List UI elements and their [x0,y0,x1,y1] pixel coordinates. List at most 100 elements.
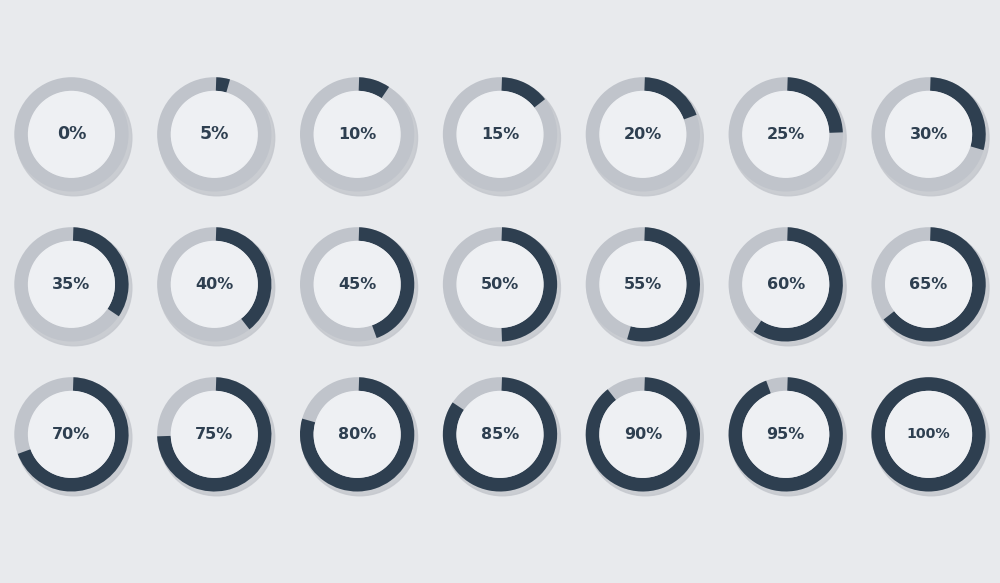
Wedge shape [157,377,271,491]
Wedge shape [754,227,843,342]
Text: 30%: 30% [909,127,948,142]
Circle shape [457,392,543,477]
Circle shape [600,241,686,327]
Wedge shape [216,78,230,93]
Circle shape [873,230,989,346]
Circle shape [445,80,560,196]
Circle shape [873,80,989,196]
Wedge shape [157,377,271,491]
Wedge shape [14,227,129,342]
Text: 70%: 70% [52,427,91,442]
Circle shape [873,380,989,496]
Circle shape [886,241,971,327]
Wedge shape [871,377,986,491]
Circle shape [29,392,114,477]
Circle shape [730,230,846,346]
Text: 0%: 0% [57,125,86,143]
Wedge shape [73,227,129,317]
Wedge shape [644,78,697,120]
Wedge shape [586,377,700,491]
Circle shape [743,92,829,177]
Circle shape [16,380,132,496]
Wedge shape [729,377,843,491]
Wedge shape [871,77,986,191]
Wedge shape [627,227,700,342]
Wedge shape [729,227,843,342]
Wedge shape [871,227,986,342]
Wedge shape [443,377,557,491]
Text: 85%: 85% [481,427,519,442]
Wedge shape [443,377,557,491]
Circle shape [886,392,971,477]
Wedge shape [14,377,129,491]
Circle shape [457,92,543,177]
Circle shape [16,230,132,346]
Text: 55%: 55% [624,277,662,292]
Wedge shape [18,377,129,491]
Wedge shape [502,78,545,107]
Wedge shape [14,77,129,191]
Circle shape [588,80,703,196]
Circle shape [314,241,400,327]
Circle shape [159,80,275,196]
Text: 35%: 35% [52,277,91,292]
Text: 75%: 75% [195,427,233,442]
Circle shape [159,230,275,346]
Text: 95%: 95% [767,427,805,442]
Circle shape [445,380,560,496]
Text: 10%: 10% [338,127,376,142]
Wedge shape [787,78,843,133]
Text: 45%: 45% [338,277,376,292]
Circle shape [730,80,846,196]
Text: 60%: 60% [767,277,805,292]
Wedge shape [502,227,557,342]
Circle shape [314,92,400,177]
Text: 90%: 90% [624,427,662,442]
Circle shape [171,392,257,477]
Text: 20%: 20% [624,127,662,142]
Circle shape [600,92,686,177]
Text: 100%: 100% [907,427,950,441]
Wedge shape [729,77,843,191]
Circle shape [457,241,543,327]
Wedge shape [443,227,557,342]
Wedge shape [157,77,271,191]
Circle shape [600,392,686,477]
Circle shape [588,380,703,496]
Text: 25%: 25% [767,127,805,142]
Circle shape [743,392,829,477]
Text: 80%: 80% [338,427,376,442]
Circle shape [302,380,418,496]
Circle shape [29,92,114,177]
Circle shape [16,80,132,196]
Circle shape [171,92,257,177]
Circle shape [159,380,275,496]
Wedge shape [157,227,271,342]
Circle shape [886,92,971,177]
Wedge shape [930,78,986,150]
Wedge shape [586,377,700,491]
Circle shape [588,230,703,346]
Wedge shape [586,227,700,342]
Circle shape [171,241,257,327]
Wedge shape [871,377,986,491]
Wedge shape [443,77,557,191]
Wedge shape [300,227,414,342]
Text: 5%: 5% [200,125,229,143]
Wedge shape [884,227,986,342]
Wedge shape [300,77,414,191]
Circle shape [743,241,829,327]
Circle shape [302,230,418,346]
Text: 40%: 40% [195,277,233,292]
Circle shape [314,392,400,477]
Wedge shape [216,227,271,329]
Text: 50%: 50% [481,277,519,292]
Wedge shape [359,78,389,98]
Circle shape [302,80,418,196]
Wedge shape [359,227,414,338]
Text: 65%: 65% [909,277,948,292]
Circle shape [445,230,560,346]
Wedge shape [300,377,414,491]
Wedge shape [586,77,700,191]
Circle shape [29,241,114,327]
